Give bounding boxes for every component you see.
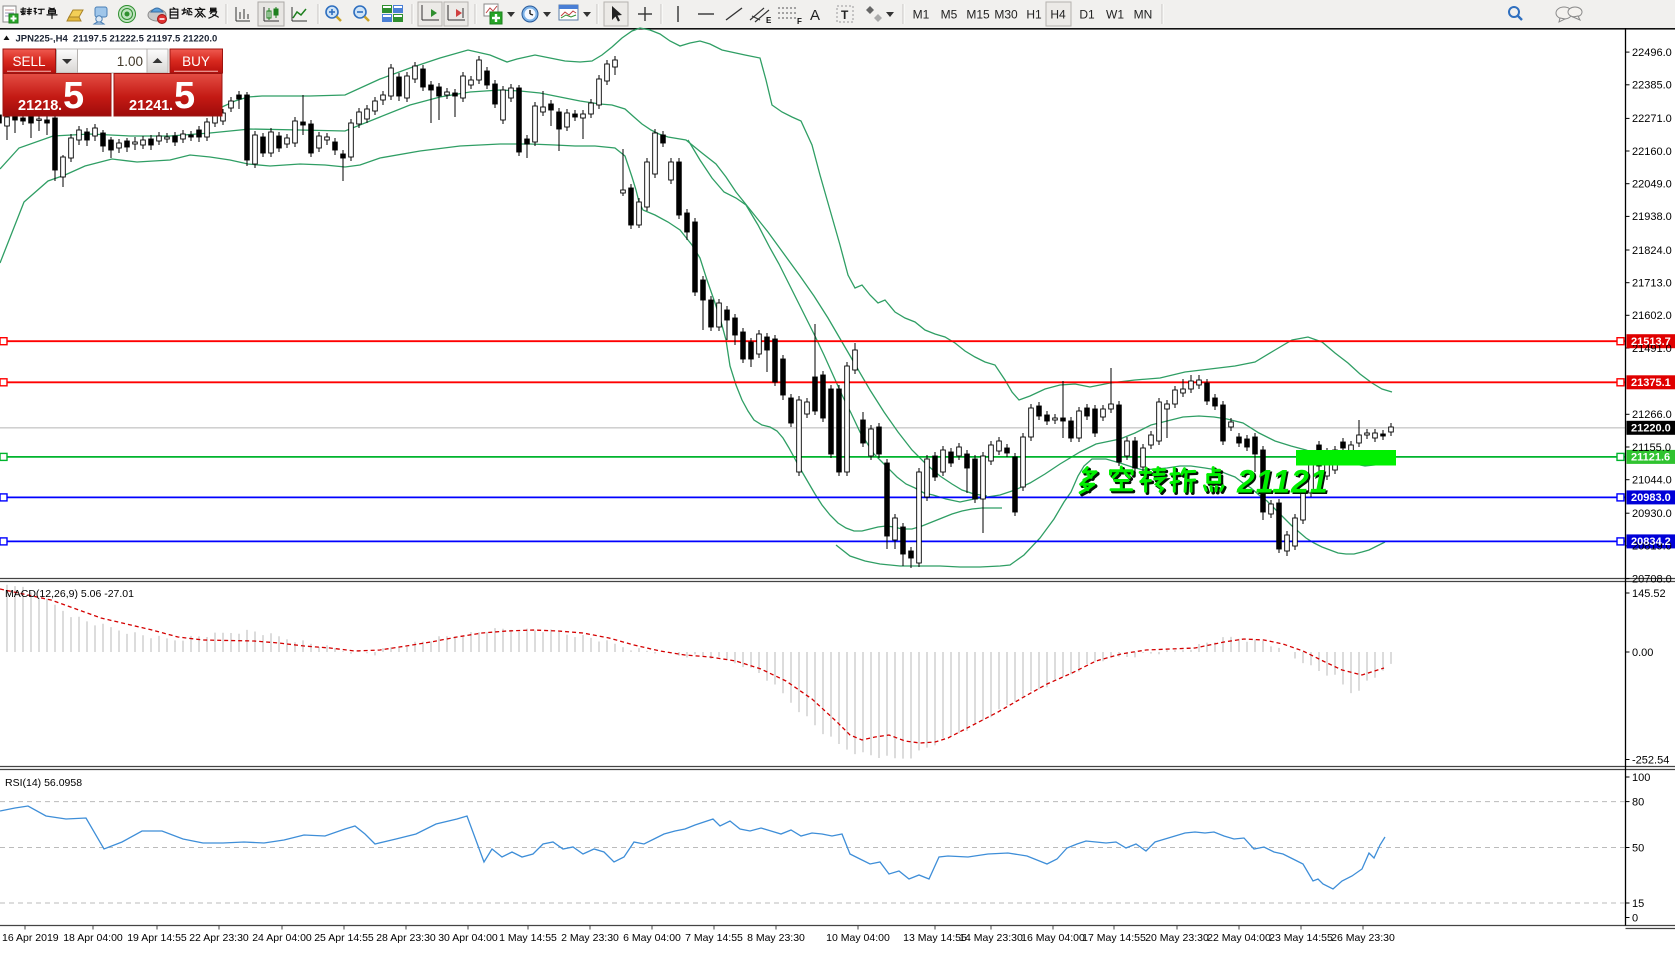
svg-text:30 Apr 04:00: 30 Apr 04:00 bbox=[438, 932, 498, 944]
svg-text:20 May 23:30: 20 May 23:30 bbox=[1145, 932, 1209, 944]
svg-text:21375.1: 21375.1 bbox=[1631, 377, 1671, 389]
svg-text:16 May 04:00: 16 May 04:00 bbox=[1021, 932, 1085, 944]
svg-text:5: 5 bbox=[63, 75, 84, 117]
svg-text:JPN225-,H4 21197.5 21222.5 21: JPN225-,H4 21197.5 21222.5 21197.5 21220… bbox=[16, 34, 218, 45]
svg-text:21121.6: 21121.6 bbox=[1631, 452, 1670, 464]
svg-text:21241: 21241 bbox=[129, 98, 169, 114]
svg-text:6 May 04:00: 6 May 04:00 bbox=[623, 932, 681, 944]
svg-text:22271.0: 22271.0 bbox=[1632, 113, 1672, 125]
svg-text:21938.0: 21938.0 bbox=[1632, 211, 1672, 223]
svg-text:.: . bbox=[169, 98, 173, 114]
svg-text:24 Apr 04:00: 24 Apr 04:00 bbox=[252, 932, 312, 944]
svg-text:22 Apr 23:30: 22 Apr 23:30 bbox=[189, 932, 249, 944]
svg-text:0: 0 bbox=[1632, 912, 1638, 924]
svg-text:8 May 23:30: 8 May 23:30 bbox=[747, 932, 805, 944]
svg-text:18 Apr 04:00: 18 Apr 04:00 bbox=[63, 932, 123, 944]
svg-text:21220.0: 21220.0 bbox=[1631, 423, 1671, 435]
svg-text:16 Apr 2019: 16 Apr 2019 bbox=[2, 932, 59, 944]
svg-text:100: 100 bbox=[1632, 772, 1650, 784]
svg-text:21266.0: 21266.0 bbox=[1632, 409, 1672, 421]
svg-text:25 Apr 14:55: 25 Apr 14:55 bbox=[314, 932, 374, 944]
svg-text:21044.0: 21044.0 bbox=[1632, 474, 1672, 486]
svg-text:21602.0: 21602.0 bbox=[1632, 310, 1672, 322]
svg-text:20834.2: 20834.2 bbox=[1631, 536, 1671, 548]
svg-text:21218: 21218 bbox=[18, 98, 58, 114]
svg-text:SELL: SELL bbox=[12, 54, 46, 69]
svg-text:21513.7: 21513.7 bbox=[1631, 336, 1671, 348]
svg-text:7 May 14:55: 7 May 14:55 bbox=[685, 932, 743, 944]
svg-text:21824.0: 21824.0 bbox=[1632, 245, 1672, 257]
svg-text:2 May 23:30: 2 May 23:30 bbox=[561, 932, 619, 944]
svg-text:0.00: 0.00 bbox=[1632, 647, 1653, 659]
svg-text:19 Apr 14:55: 19 Apr 14:55 bbox=[127, 932, 187, 944]
svg-text:28 Apr 23:30: 28 Apr 23:30 bbox=[376, 932, 436, 944]
svg-text:17 May 14:55: 17 May 14:55 bbox=[1082, 932, 1146, 944]
svg-text:145.52: 145.52 bbox=[1632, 588, 1666, 600]
svg-text:80: 80 bbox=[1632, 796, 1644, 808]
svg-text:21121: 21121 bbox=[1236, 463, 1329, 499]
svg-text:20708.0: 20708.0 bbox=[1632, 573, 1672, 585]
svg-text:22 May 04:00: 22 May 04:00 bbox=[1207, 932, 1271, 944]
svg-text:-252.54: -252.54 bbox=[1632, 754, 1669, 766]
svg-text:RSI(14) 56.0958: RSI(14) 56.0958 bbox=[5, 777, 82, 789]
svg-text:1 May 14:55: 1 May 14:55 bbox=[499, 932, 557, 944]
svg-text:23 May 14:55: 23 May 14:55 bbox=[1269, 932, 1333, 944]
svg-text:5: 5 bbox=[174, 75, 195, 117]
svg-text:50: 50 bbox=[1632, 842, 1644, 854]
svg-text:15: 15 bbox=[1632, 898, 1644, 910]
svg-text:1.00: 1.00 bbox=[117, 54, 143, 69]
svg-text:26 May 23:30: 26 May 23:30 bbox=[1331, 932, 1395, 944]
svg-text:BUY: BUY bbox=[182, 54, 210, 69]
svg-text:22160.0: 22160.0 bbox=[1632, 146, 1672, 158]
svg-text:20983.0: 20983.0 bbox=[1631, 492, 1671, 504]
svg-text:10 May 04:00: 10 May 04:00 bbox=[826, 932, 890, 944]
svg-text:14 May 23:30: 14 May 23:30 bbox=[959, 932, 1023, 944]
svg-text:22496.0: 22496.0 bbox=[1632, 47, 1672, 59]
svg-text:13 May 14:55: 13 May 14:55 bbox=[903, 932, 967, 944]
svg-text:MACD(12,26,9) 5.06 -27.01: MACD(12,26,9) 5.06 -27.01 bbox=[5, 588, 134, 600]
svg-text:22049.0: 22049.0 bbox=[1632, 179, 1672, 191]
svg-text:20930.0: 20930.0 bbox=[1632, 508, 1672, 520]
svg-text:21713.0: 21713.0 bbox=[1632, 277, 1672, 289]
svg-text:22385.0: 22385.0 bbox=[1632, 80, 1672, 92]
svg-text:.: . bbox=[58, 98, 62, 114]
